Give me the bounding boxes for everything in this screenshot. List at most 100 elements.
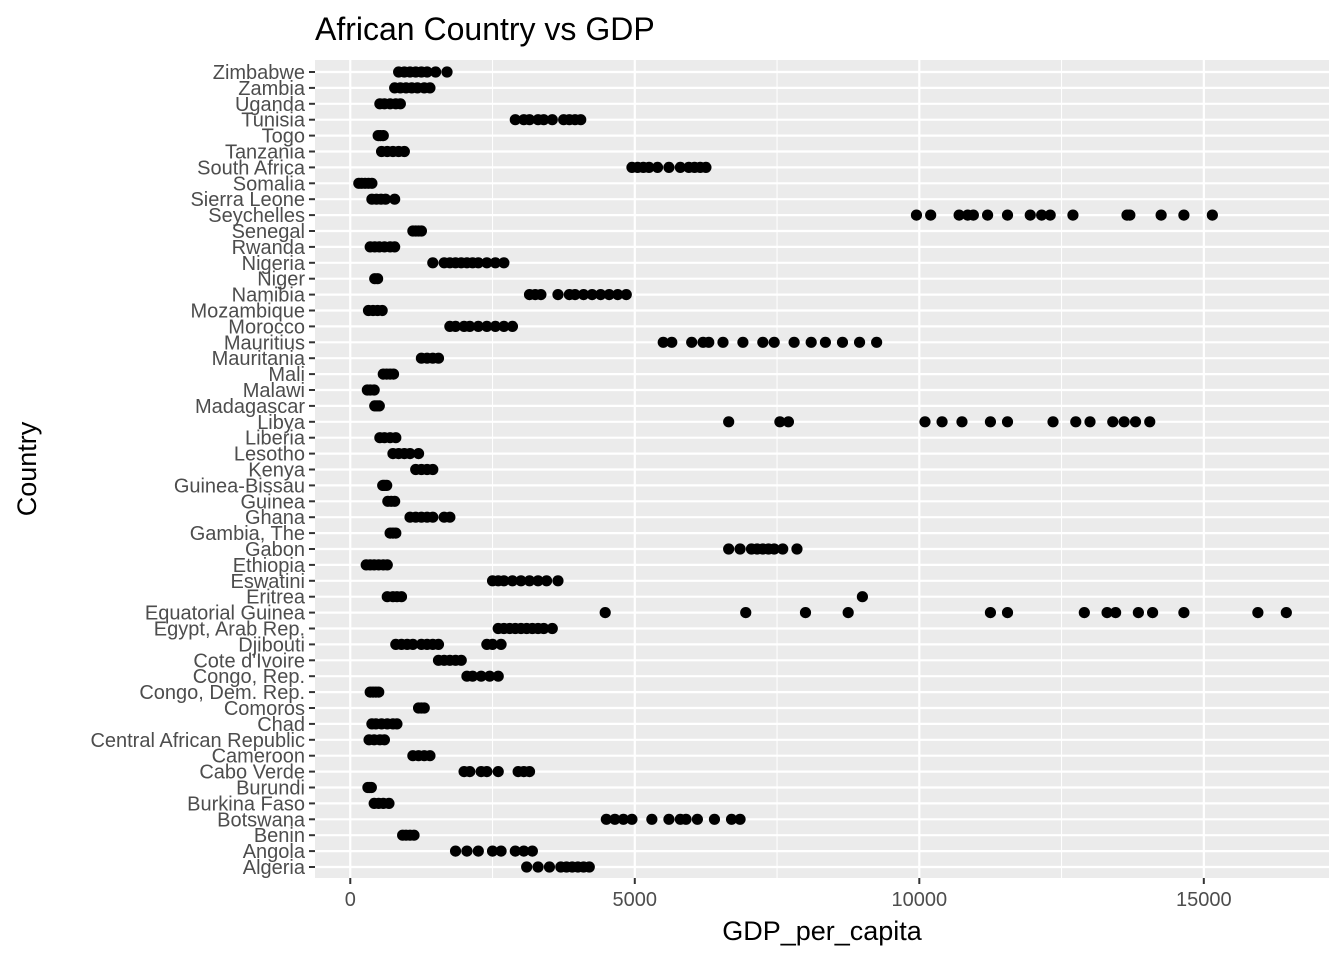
- data-point: [407, 638, 419, 651]
- data-point: [856, 591, 869, 603]
- data-point: [498, 575, 510, 587]
- data-point: [484, 670, 496, 682]
- data-point: [583, 861, 595, 873]
- data-point: [1101, 607, 1113, 619]
- data-point: [953, 209, 965, 221]
- data-point: [723, 543, 735, 555]
- data-point: [538, 622, 550, 635]
- data-point: [552, 575, 564, 587]
- data-point: [421, 66, 433, 78]
- data-point: [535, 289, 547, 301]
- data-point: [464, 766, 476, 778]
- data-point: [381, 559, 393, 571]
- data-point: [680, 813, 692, 825]
- data-point: [1001, 416, 1014, 428]
- data-point: [1129, 416, 1142, 428]
- data-point: [1001, 209, 1014, 221]
- data-point: [449, 845, 462, 857]
- data-point: [842, 607, 854, 619]
- y-tick-label: Comoros: [224, 698, 305, 720]
- data-point: [489, 257, 501, 269]
- data-point: [532, 861, 544, 873]
- data-point: [461, 845, 473, 857]
- data-point: [617, 813, 630, 825]
- y-tick-label: Tanzania: [225, 142, 306, 164]
- data-point: [540, 575, 553, 587]
- y-tick-label: Zimbabwe: [213, 62, 305, 84]
- y-tick-label: Cameroon: [212, 746, 305, 768]
- y-tick-label: Somalia: [233, 173, 306, 195]
- data-point: [1036, 209, 1048, 221]
- data-point: [432, 638, 445, 651]
- data-point: [492, 766, 504, 778]
- data-point: [523, 766, 536, 778]
- data-point: [1044, 209, 1056, 221]
- chart-title: African Country vs GDP: [315, 11, 655, 47]
- data-point: [543, 861, 556, 873]
- y-tick-label: Egypt, Arab Rep.: [154, 619, 305, 641]
- data-point: [734, 813, 746, 825]
- data-point: [686, 336, 698, 348]
- y-tick-label: Gabon: [245, 539, 305, 561]
- data-point: [700, 161, 712, 173]
- data-point: [390, 432, 402, 444]
- data-point: [651, 161, 664, 173]
- data-points: [353, 66, 1292, 873]
- y-tick-label: Niger: [257, 269, 305, 291]
- data-point: [768, 336, 780, 348]
- data-point: [657, 336, 669, 348]
- y-tick-label: Morocco: [228, 316, 305, 338]
- x-axis-title: GDP_per_capita: [722, 916, 923, 946]
- y-gridlines: [315, 70, 1329, 869]
- y-tick-label: Nigeria: [242, 253, 306, 275]
- data-point: [383, 797, 395, 810]
- data-point: [981, 209, 994, 221]
- data-point: [1047, 416, 1059, 428]
- data-point: [486, 845, 499, 857]
- data-point: [1206, 209, 1218, 221]
- data-point: [723, 416, 735, 428]
- data-point: [432, 352, 445, 364]
- y-tick-label: Equatorial Guinea: [145, 603, 306, 625]
- data-point: [472, 320, 484, 332]
- data-point: [495, 638, 507, 651]
- data-point: [373, 686, 385, 698]
- data-point: [498, 320, 510, 332]
- data-point: [663, 161, 675, 173]
- data-point: [777, 543, 789, 555]
- y-tick-label: Angola: [243, 841, 306, 863]
- data-point: [366, 177, 378, 189]
- data-point: [1124, 209, 1136, 221]
- data-point: [791, 543, 803, 555]
- y-tick-label: Algeria: [243, 857, 306, 879]
- data-point: [523, 575, 536, 587]
- data-point: [492, 670, 504, 682]
- y-tick-label: Cabo Verde: [199, 762, 305, 784]
- y-tick-label: Zambia: [238, 78, 306, 100]
- y-tick-label: Namibia: [232, 285, 306, 307]
- data-point: [424, 82, 436, 94]
- y-tick-label: Burkina Faso: [187, 793, 305, 815]
- data-point: [449, 320, 462, 332]
- data-point: [646, 813, 658, 825]
- y-tick-label: Eswatini: [231, 571, 305, 593]
- data-point: [569, 289, 581, 301]
- data-point: [441, 66, 453, 78]
- data-point: [1147, 607, 1159, 619]
- data-point: [455, 654, 467, 666]
- y-tick-label: Chad: [257, 714, 305, 736]
- data-point: [515, 575, 527, 587]
- data-point: [1144, 416, 1156, 428]
- data-point: [506, 575, 519, 587]
- data-point: [1001, 607, 1014, 619]
- data-point: [936, 416, 948, 428]
- data-point: [1118, 416, 1130, 428]
- data-point: [836, 336, 849, 348]
- data-point: [427, 463, 439, 476]
- data-point: [395, 591, 408, 603]
- data-point: [538, 114, 550, 126]
- data-point: [365, 781, 377, 794]
- data-point: [575, 114, 587, 126]
